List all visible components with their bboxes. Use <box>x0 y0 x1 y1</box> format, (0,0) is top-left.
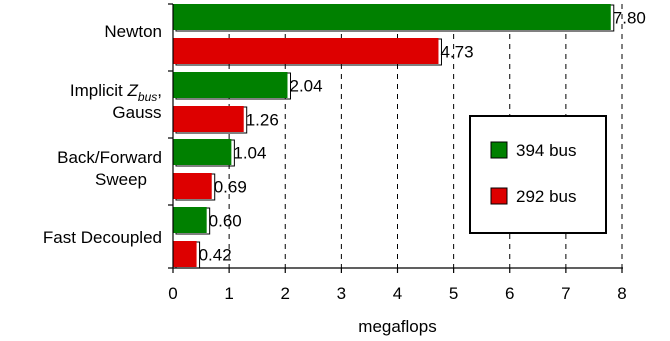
data-label-0-2: 1.04 <box>233 144 266 163</box>
data-label-1-0: 4.73 <box>440 43 473 62</box>
legend-swatch-0 <box>490 141 508 159</box>
category-label-1-0: Implicit Zbus, <box>70 81 162 104</box>
x-tick-label-0: 0 <box>168 284 177 303</box>
data-label-1-2: 0.69 <box>214 178 247 197</box>
data-label-1-1: 1.26 <box>246 111 279 130</box>
bars <box>173 4 615 269</box>
category-label-1-1: Gauss <box>112 103 161 122</box>
data-label-0-3: 0.60 <box>209 212 242 231</box>
bar-1-3 <box>173 241 197 267</box>
x-tick-label-7: 7 <box>561 284 570 303</box>
bar-1-2 <box>173 173 212 199</box>
legend-box <box>469 115 607 234</box>
category-label-0-0: Newton <box>104 22 162 41</box>
labels: 7.80 2.04 1.04 0.60 4.73 1.26 0.69 0.42 0 1 2 3 4 5 6 7… <box>43 9 646 337</box>
bar-0-0 <box>173 4 611 30</box>
bar-1-1 <box>173 106 244 132</box>
x-tick-label-5: 5 <box>449 284 458 303</box>
x-tick-label-4: 4 <box>393 284 402 303</box>
legend: 394 bus 292 bus <box>469 115 607 234</box>
bar-0-1 <box>173 72 288 98</box>
x-tick-label-2: 2 <box>281 284 290 303</box>
data-label-1-3: 0.42 <box>199 246 232 265</box>
x-tick-label-8: 8 <box>617 284 626 303</box>
x-axis-title: megaflops <box>358 317 436 336</box>
data-label-0-0: 7.80 <box>613 9 646 28</box>
axes <box>168 3 623 273</box>
x-tick-label-1: 1 <box>224 284 233 303</box>
x-tick-label-6: 6 <box>505 284 514 303</box>
legend-label-1: 292 bus <box>516 187 577 206</box>
category-label-3-0: Fast Decoupled <box>43 228 162 247</box>
bar-0-2 <box>173 139 232 165</box>
category-label-2-1: Sweep <box>95 170 147 189</box>
data-label-0-1: 2.04 <box>289 77 322 96</box>
x-tick-label-3: 3 <box>337 284 346 303</box>
bar-0-3 <box>173 207 207 233</box>
category-label-2-0: Back/Forward <box>57 148 162 167</box>
bar-1-0 <box>173 38 439 64</box>
legend-label-0: 394 bus <box>516 141 577 160</box>
legend-swatch-1 <box>490 187 508 205</box>
